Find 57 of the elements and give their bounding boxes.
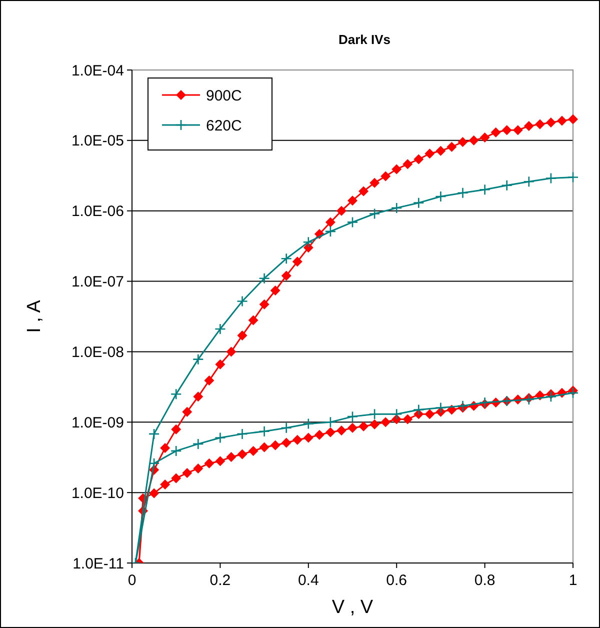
point bbox=[192, 438, 204, 450]
y-tick-label: 1.0E-08 bbox=[71, 344, 124, 361]
y-tick-label: 1.0E-07 bbox=[71, 274, 124, 291]
legend-label: 900C bbox=[206, 87, 242, 104]
point bbox=[479, 396, 490, 408]
point bbox=[435, 190, 446, 202]
y-tick-label: 1.0E-09 bbox=[71, 414, 124, 432]
y-tick-label: 1.0E-05 bbox=[71, 132, 124, 150]
point bbox=[324, 416, 336, 428]
point bbox=[302, 236, 314, 248]
point bbox=[258, 426, 270, 438]
point bbox=[413, 197, 424, 208]
point bbox=[457, 400, 468, 412]
x-tick-label: 0.6 bbox=[386, 572, 408, 589]
point bbox=[413, 404, 424, 416]
point bbox=[346, 410, 358, 422]
x-tick-label: 0.8 bbox=[474, 572, 496, 589]
point bbox=[545, 172, 557, 184]
point bbox=[214, 432, 226, 444]
point bbox=[390, 408, 402, 420]
point bbox=[236, 428, 248, 440]
point bbox=[457, 187, 468, 199]
y-tick-label: 1.0E-11 bbox=[72, 555, 124, 572]
x-tick-label: 0 bbox=[128, 572, 136, 589]
x-tick-label: 0.4 bbox=[298, 572, 319, 589]
point bbox=[368, 208, 380, 220]
point bbox=[148, 428, 160, 440]
point bbox=[324, 226, 336, 238]
point bbox=[479, 184, 490, 196]
point bbox=[567, 172, 579, 183]
point bbox=[435, 402, 446, 414]
point bbox=[501, 180, 512, 192]
point bbox=[170, 388, 182, 400]
point bbox=[545, 391, 557, 402]
point bbox=[170, 445, 182, 457]
point bbox=[258, 272, 270, 284]
point bbox=[368, 408, 380, 420]
y-tick-label: 1.0E-10 bbox=[71, 484, 124, 502]
point bbox=[214, 323, 226, 335]
point bbox=[148, 458, 160, 469]
y-tick-label: 1.0E-04 bbox=[71, 62, 124, 80]
point bbox=[523, 176, 535, 188]
point bbox=[236, 296, 248, 307]
point bbox=[390, 202, 402, 214]
y-tick-label: 1.0E-06 bbox=[71, 203, 124, 220]
point bbox=[192, 354, 204, 365]
x-axis-title: V , V bbox=[332, 597, 374, 618]
point bbox=[567, 387, 579, 399]
point bbox=[302, 418, 314, 430]
x-tick-label: 0.2 bbox=[210, 572, 231, 589]
point bbox=[280, 422, 292, 434]
point bbox=[280, 252, 292, 264]
chart-title: Dark IVs bbox=[338, 32, 391, 47]
x-tick-label: 1 bbox=[568, 572, 578, 589]
point bbox=[346, 216, 358, 228]
legend-label: 620C bbox=[206, 117, 242, 134]
y-axis-title: I , A bbox=[24, 300, 45, 333]
